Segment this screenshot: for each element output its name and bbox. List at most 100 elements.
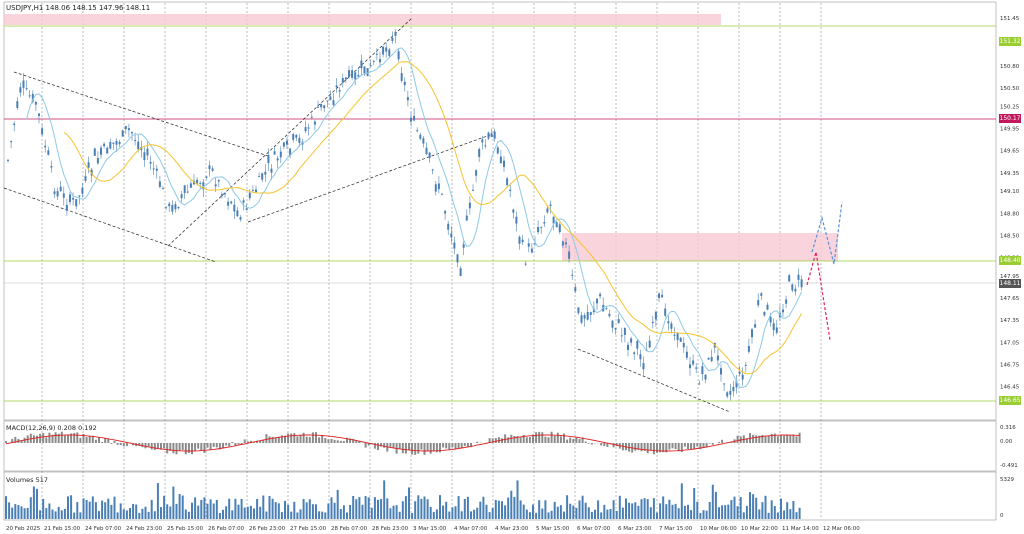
macd-bar xyxy=(32,435,35,443)
candle-body xyxy=(543,221,546,224)
macd-bar xyxy=(336,440,339,443)
volume-bar xyxy=(370,507,373,519)
price-axis-label: 146.45 xyxy=(1000,385,1020,391)
volume-bar xyxy=(764,495,767,519)
volume-bar xyxy=(302,498,305,519)
candle-body xyxy=(413,115,416,121)
candle-body xyxy=(720,368,722,375)
macd-bar xyxy=(383,443,386,448)
macd-pane[interactable] xyxy=(3,420,997,472)
macd-bar xyxy=(14,436,17,443)
candle-body xyxy=(726,392,729,397)
macd-bar xyxy=(144,443,147,449)
macd-bar xyxy=(187,443,190,453)
ma-fast-line xyxy=(26,47,803,388)
macd-bar xyxy=(290,433,293,443)
candle-body xyxy=(44,145,47,148)
time-axis-label: 10 Mar 22:00 xyxy=(741,526,778,532)
volume-bar xyxy=(457,496,460,519)
macd-bar xyxy=(377,443,379,451)
candle-body xyxy=(738,372,741,374)
volume-bar xyxy=(488,512,491,519)
resistance-zone-mid xyxy=(562,233,838,261)
volume-bar xyxy=(11,507,14,519)
volume-bar xyxy=(181,495,184,519)
volume-bar xyxy=(377,499,379,519)
volume-bar xyxy=(156,483,159,519)
volume-bar xyxy=(563,511,565,519)
volume-bar xyxy=(98,511,100,519)
macd-bar xyxy=(178,443,181,451)
volume-bar xyxy=(212,503,215,519)
candle-body xyxy=(760,293,763,296)
macd-bar xyxy=(590,443,593,445)
candle-body xyxy=(65,204,68,211)
candle-body xyxy=(496,147,499,154)
candle-body xyxy=(534,242,536,244)
volume-bar xyxy=(677,508,680,519)
macd-bar xyxy=(761,435,764,443)
candle-body xyxy=(313,121,316,125)
volume-bar xyxy=(460,511,463,519)
time-axis-label: 25 Feb 15:00 xyxy=(167,526,204,532)
volume-bar xyxy=(556,506,559,519)
volume-bar xyxy=(178,494,181,519)
candle-body xyxy=(320,103,323,108)
candle-body xyxy=(530,248,533,253)
macd-bar xyxy=(538,431,541,443)
candle-body xyxy=(220,194,223,197)
price-axis-label: 149.10 xyxy=(1000,189,1020,195)
candle-body xyxy=(19,87,22,93)
macd-bar xyxy=(513,436,516,443)
macd-bar xyxy=(544,436,547,443)
macd-bar xyxy=(113,441,116,443)
macd-bar xyxy=(507,437,510,443)
volume-bar xyxy=(761,502,764,519)
macd-bar xyxy=(253,442,255,443)
price-pane[interactable] xyxy=(3,1,997,421)
candle-body xyxy=(189,183,192,188)
volume-bar xyxy=(119,503,122,519)
time-axis-label: 3 Mar 15:00 xyxy=(413,526,447,532)
candle-body xyxy=(689,364,691,369)
volume-bar xyxy=(553,501,556,519)
candle-body xyxy=(747,345,750,352)
ohlc-values: 148.06 148.15 147.96 148.11 xyxy=(45,4,151,12)
candle-body xyxy=(493,131,496,139)
candle-body xyxy=(586,311,589,320)
volume-bar xyxy=(122,509,125,519)
price-axis-label: 150.80 xyxy=(1000,64,1020,70)
candle-body xyxy=(344,77,347,80)
candle-body xyxy=(723,383,726,385)
volume-bar xyxy=(501,501,503,519)
candle-body xyxy=(670,323,673,329)
macd-bar xyxy=(718,442,720,443)
macd-bar xyxy=(268,436,271,443)
resistance-zone-top xyxy=(4,14,721,25)
volume-bar xyxy=(730,500,733,519)
macd-bar xyxy=(603,443,606,447)
volume-bar xyxy=(141,508,144,519)
candle-body xyxy=(580,315,583,323)
candle-body xyxy=(506,178,509,186)
macd-bar xyxy=(228,443,231,447)
candle-body xyxy=(658,293,660,298)
macd-bar xyxy=(528,436,531,443)
macd-bar xyxy=(110,443,113,444)
macd-bar xyxy=(556,432,559,443)
trend-line xyxy=(3,187,217,263)
candle-body xyxy=(10,141,13,143)
candle-body xyxy=(611,320,614,328)
volume-bar xyxy=(287,504,290,519)
macd-bar xyxy=(773,433,776,443)
macd-bar xyxy=(355,441,358,443)
time-axis-label: 4 Mar 23:00 xyxy=(495,526,529,532)
candle-body xyxy=(406,97,409,101)
candle-body xyxy=(258,175,261,177)
volume-bar xyxy=(14,504,17,519)
candle-body xyxy=(732,386,735,392)
volume-pane[interactable] xyxy=(3,471,997,521)
volume-bar xyxy=(395,505,398,519)
